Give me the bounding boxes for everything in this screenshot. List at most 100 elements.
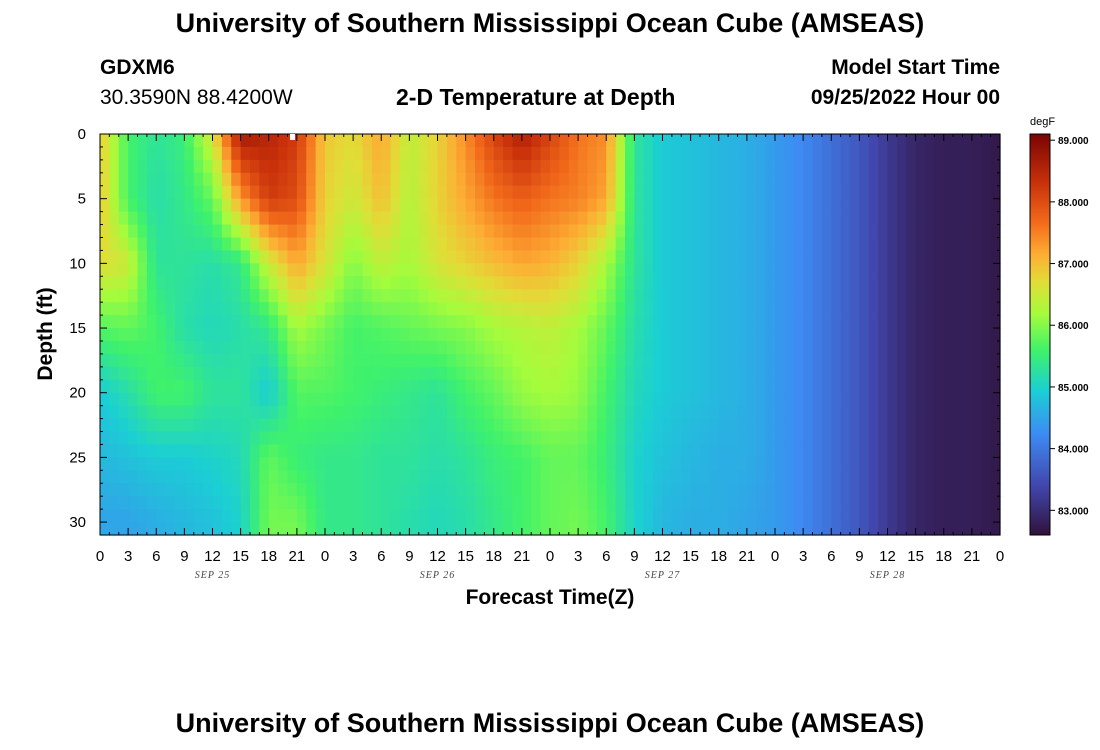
heatmap-cell [465, 379, 476, 394]
heatmap-cell [793, 276, 804, 290]
heatmap-cell [184, 353, 195, 368]
heatmap-cell [240, 444, 251, 458]
heatmap-cell [118, 224, 129, 239]
heatmap-cell [287, 211, 298, 226]
heatmap-cell [437, 289, 448, 303]
heatmap-cell [906, 315, 917, 329]
heatmap-cell [568, 211, 579, 226]
heatmap-cell [250, 276, 260, 290]
heatmap-cell [306, 509, 317, 523]
heatmap-cell [981, 353, 992, 368]
heatmap-cell [390, 418, 401, 433]
heatmap-cell [943, 509, 954, 523]
heatmap-cell [315, 198, 326, 213]
heatmap-cell [887, 353, 898, 368]
heatmap-cell [887, 146, 898, 161]
heatmap-cell [409, 302, 420, 316]
heatmap-cell [662, 224, 673, 239]
heatmap-cell [906, 392, 917, 407]
heatmap-cell [953, 470, 964, 484]
heatmap-cell [325, 392, 335, 407]
heatmap-cell [512, 522, 523, 536]
heatmap-cell [437, 134, 448, 148]
heatmap-cell [531, 366, 542, 381]
heatmap-cell [521, 172, 532, 187]
heatmap-cell [221, 418, 232, 433]
heatmap-cell [671, 457, 682, 471]
heatmap-cell [156, 134, 167, 148]
heatmap-cell [250, 237, 260, 252]
heatmap-cell [990, 470, 1001, 484]
heatmap-cell [859, 263, 870, 277]
heatmap-cell [662, 146, 673, 161]
heatmap-cell [259, 146, 270, 161]
heatmap-cell [371, 483, 382, 497]
heatmap-cell [531, 418, 542, 433]
heatmap-cell [278, 366, 289, 381]
heatmap-cell [193, 431, 204, 446]
y-tick-label: 0 [78, 126, 86, 143]
heatmap-cell [728, 250, 739, 264]
heatmap-cell [850, 509, 860, 523]
heatmap-cell [428, 328, 439, 342]
heatmap-cell [615, 509, 626, 523]
heatmap-cell [231, 457, 242, 471]
heatmap-cell [137, 302, 148, 316]
heatmap-cell [775, 224, 785, 239]
heatmap-cell [193, 496, 204, 510]
x-tick-label: 6 [152, 548, 160, 565]
heatmap-cell [990, 483, 1001, 497]
heatmap-cell [906, 483, 917, 497]
heatmap-cell [175, 340, 185, 355]
heatmap-cell [475, 340, 485, 355]
heatmap-cell [831, 263, 842, 277]
heatmap-cell [803, 444, 814, 458]
heatmap-cell [343, 211, 354, 226]
heatmap-cell [521, 276, 532, 290]
heatmap-cell [784, 198, 795, 213]
heatmap-cell [709, 159, 720, 174]
heatmap-cell [559, 405, 570, 420]
heatmap-cell [784, 457, 795, 471]
heatmap-cell [484, 340, 495, 355]
x-tick-label: 0 [321, 548, 329, 565]
heatmap-cell [109, 366, 120, 381]
heatmap-cell [278, 496, 289, 510]
heatmap-cell [728, 405, 739, 420]
heatmap-cell [934, 185, 945, 200]
heatmap-cell [596, 289, 607, 303]
heatmap-cell [193, 353, 204, 368]
heatmap-cell [915, 289, 926, 303]
heatmap-cell [362, 405, 373, 420]
heatmap-cell [475, 134, 485, 148]
heatmap-cell [437, 224, 448, 239]
heatmap-cell [587, 340, 598, 355]
heatmap-cell [100, 340, 110, 355]
heatmap-cell [193, 159, 204, 174]
heatmap-cell [484, 431, 495, 446]
heatmap-cell [437, 263, 448, 277]
heatmap-cell [718, 250, 729, 264]
heatmap-cell [475, 159, 485, 174]
heatmap-cell [690, 366, 701, 381]
heatmap-cell [737, 185, 748, 200]
heatmap-cell [240, 470, 251, 484]
heatmap-cell [606, 172, 617, 187]
heatmap-cell [850, 379, 860, 394]
heatmap-cell [700, 366, 710, 381]
heatmap-cell [418, 315, 429, 329]
heatmap-cell [793, 250, 804, 264]
heatmap-cell [681, 328, 692, 342]
heatmap-cell [671, 353, 682, 368]
heatmap-cell [643, 444, 654, 458]
heatmap-cell [268, 483, 279, 497]
heatmap-cell [568, 470, 579, 484]
heatmap-cell [643, 185, 654, 200]
heatmap-cell [278, 211, 289, 226]
heatmap-cell [371, 405, 382, 420]
heatmap-cell [296, 340, 307, 355]
heatmap-cell [100, 315, 110, 329]
heatmap-cell [268, 134, 279, 148]
heatmap-cell [193, 134, 204, 148]
heatmap-cell [390, 237, 401, 252]
